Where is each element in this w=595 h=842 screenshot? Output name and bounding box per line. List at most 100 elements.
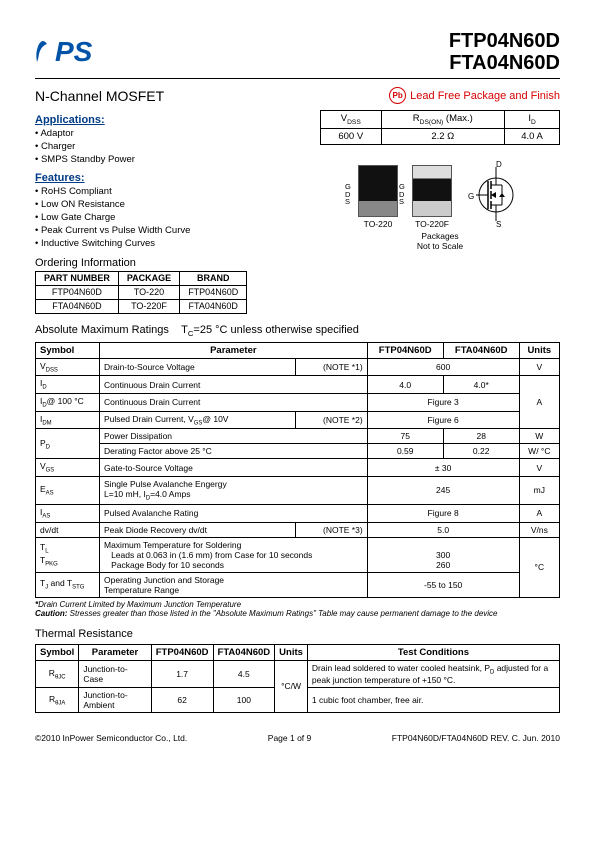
cell: V xyxy=(519,459,559,477)
cell: ID xyxy=(36,376,100,394)
col-header: BRAND xyxy=(180,271,247,285)
col-header: FTA04N60D xyxy=(443,342,519,358)
col-header: Parameter xyxy=(100,342,368,358)
table-row: PART NUMBER PACKAGE BRAND xyxy=(36,271,247,285)
right-column: VDSS RDS(ON) (Max.) ID 600 V 2.2 Ω 4.0 A… xyxy=(320,110,560,251)
cell: Gate-to-Source Voltage xyxy=(100,459,368,477)
table-row: FTA04N60D TO-220F FTA04N60D xyxy=(36,299,247,313)
table-row: ID Continuous Drain Current 4.0 4.0* A xyxy=(36,376,560,394)
cell: mJ xyxy=(519,477,559,505)
cell: W/ °C xyxy=(519,444,559,459)
header: PS FTP04N60D FTA04N60D xyxy=(35,30,560,79)
col-header: Units xyxy=(275,644,308,660)
cell: FTA04N60D xyxy=(180,299,247,313)
list-item: RoHS Compliant xyxy=(35,186,300,199)
package-image-icon: GDS xyxy=(412,165,452,217)
col-header: PART NUMBER xyxy=(36,271,119,285)
footnote-text: Drain Current Limited by Maximum Junctio… xyxy=(38,600,241,609)
applications-list: Adaptor Charger SMPS Standby Power xyxy=(35,128,300,166)
package-to220f: GDS TO-220F xyxy=(412,165,452,229)
left-column: Applications: Adaptor Charger SMPS Stand… xyxy=(35,110,300,314)
cell: dv/dt xyxy=(36,522,100,537)
table-row: Derating Factor above 25 °C 0.59 0.22 W/… xyxy=(36,444,560,459)
cell: RθJC xyxy=(36,660,79,688)
package-image-icon: GDS xyxy=(358,165,398,217)
cell: Continuous Drain Current xyxy=(100,394,368,412)
logo-text: PS xyxy=(55,36,92,68)
cell: TLTPKG xyxy=(36,537,100,572)
cell: 600 V xyxy=(321,128,382,144)
mosfet-symbol-icon: D G S xyxy=(466,159,522,229)
cell: 5.0 xyxy=(367,522,519,537)
cell: (NOTE *1) xyxy=(296,358,368,376)
table-row: VGS Gate-to-Source Voltage ± 30 V xyxy=(36,459,560,477)
cell: 4.0 xyxy=(367,376,443,394)
overview-columns: Applications: Adaptor Charger SMPS Stand… xyxy=(35,110,560,314)
list-item: Charger xyxy=(35,141,300,154)
package-label: TO-220 xyxy=(364,219,393,229)
abs-max-table: Symbol Parameter FTP04N60D FTA04N60D Uni… xyxy=(35,342,560,598)
features-title: Features: xyxy=(35,172,300,184)
page-number: Page 1 of 9 xyxy=(268,733,311,743)
abs-max-heading: Absolute Maximum Ratings TC=25 °C unless… xyxy=(35,324,560,338)
cell: Drain-to-Source Voltage xyxy=(100,358,296,376)
cell: Pulsed Drain Current, VGS@ 10V xyxy=(100,411,296,429)
col-header: Test Conditions xyxy=(307,644,559,660)
col-header: ID xyxy=(505,111,560,129)
heading-text: Absolute Maximum Ratings xyxy=(35,324,169,336)
cell: 62 xyxy=(151,688,213,713)
list-item: Peak Current vs Pulse Width Curve xyxy=(35,225,300,238)
sub: DSS xyxy=(347,119,361,126)
cell: 1.7 xyxy=(151,660,213,688)
cell: V xyxy=(519,358,559,376)
list-item: Low Gate Charge xyxy=(35,212,300,225)
cell: VDSS xyxy=(36,358,100,376)
col-header: RDS(ON) (Max.) xyxy=(381,111,505,129)
cell: Figure 6 xyxy=(367,411,519,429)
list-item: Adaptor xyxy=(35,128,300,141)
cell: 4.0 A xyxy=(505,128,560,144)
col-header: Symbol xyxy=(36,644,79,660)
table-row: Symbol Parameter FTP04N60D FTA04N60D Uni… xyxy=(36,342,560,358)
cell: (NOTE *3) xyxy=(296,522,368,537)
note-line: Not to Scale xyxy=(417,241,463,251)
svg-text:G: G xyxy=(468,192,474,201)
part-title-2: FTA04N60D xyxy=(449,52,560,74)
cell: Single Pulse Avalanche EngergyL=10 mH, I… xyxy=(100,477,368,505)
cell: FTA04N60D xyxy=(36,299,119,313)
cell: 4.5 xyxy=(213,660,275,688)
package-diagrams: GDS TO-220 GDS TO-220F D G S xyxy=(320,159,560,229)
device-type: N-Channel MOSFET xyxy=(35,88,164,104)
cell: Pulsed Avalanche Rating xyxy=(100,504,368,522)
table-row: ID@ 100 °C Continuous Drain Current Figu… xyxy=(36,394,560,412)
cell: Maximum Temperature for Soldering Leads … xyxy=(100,537,368,572)
cell: Continuous Drain Current xyxy=(100,376,368,394)
features-list: RoHS Compliant Low ON Resistance Low Gat… xyxy=(35,186,300,250)
cell: 4.0* xyxy=(443,376,519,394)
table-row: FTP04N60D TO-220 FTP04N60D xyxy=(36,285,247,299)
package-note: Packages Not to Scale xyxy=(320,231,560,251)
list-item: Low ON Resistance xyxy=(35,199,300,212)
cell: RθJA xyxy=(36,688,79,713)
cell: Operating Junction and StorageTemperatur… xyxy=(100,572,368,597)
cell: FTP04N60D xyxy=(36,285,119,299)
cell: EAS xyxy=(36,477,100,505)
cell: Junction-to-Case xyxy=(79,660,151,688)
cell: VGS xyxy=(36,459,100,477)
cell: 245 xyxy=(367,477,519,505)
list-item: Inductive Switching Curves xyxy=(35,238,300,251)
table-row: VDSS RDS(ON) (Max.) ID xyxy=(321,111,560,129)
abs-footnote: *Drain Current Limited by Maximum Juncti… xyxy=(35,600,560,618)
col-header: Symbol xyxy=(36,342,100,358)
ordering-table: PART NUMBER PACKAGE BRAND FTP04N60D TO-2… xyxy=(35,271,247,314)
note-line: Packages xyxy=(421,231,458,241)
thermal-heading: Thermal Resistance xyxy=(35,628,560,640)
key-specs-table: VDSS RDS(ON) (Max.) ID 600 V 2.2 Ω 4.0 A xyxy=(320,110,560,145)
cell: °C/W xyxy=(275,660,308,713)
revision: FTP04N60D/FTA04N60D REV. C. Jun. 2010 xyxy=(392,733,560,743)
logo-mark-icon xyxy=(35,40,53,64)
col-header: FTP04N60D xyxy=(151,644,213,660)
cell: ID@ 100 °C xyxy=(36,394,100,412)
thermal-table: Symbol Parameter FTP04N60D FTA04N60D Uni… xyxy=(35,644,560,714)
cell: Peak Diode Recovery dv/dt xyxy=(100,522,296,537)
